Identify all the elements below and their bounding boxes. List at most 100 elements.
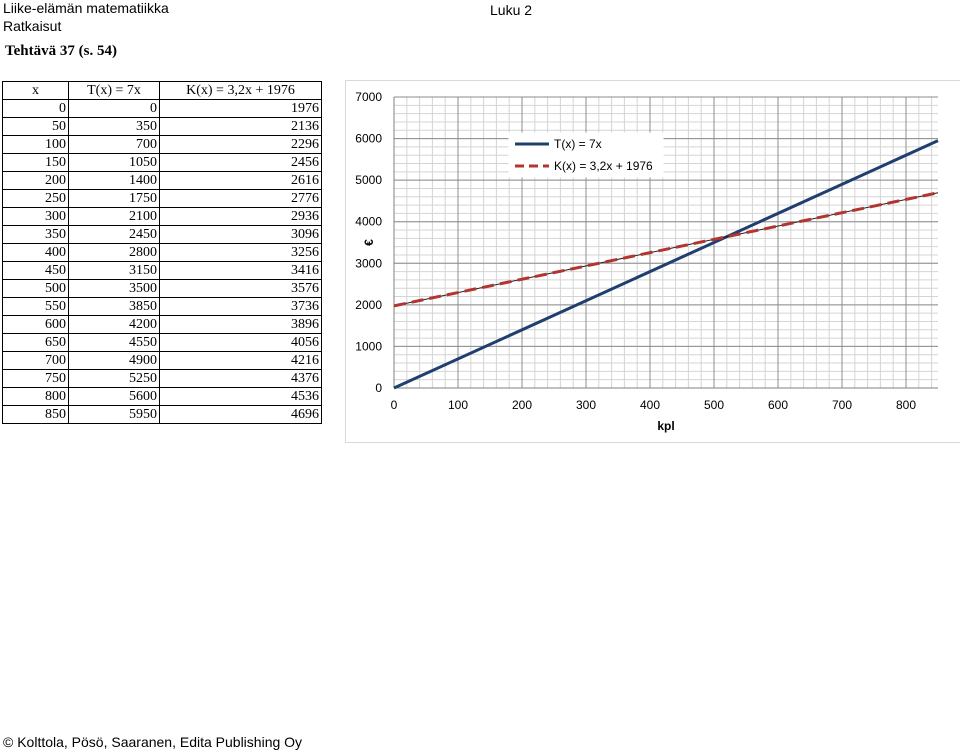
table-cell: 2616 [159, 171, 322, 190]
y-tick-label: 4000 [355, 215, 382, 229]
table-row: 700 4900 4216 [2, 351, 322, 370]
table-cell: 4900 [68, 351, 160, 370]
table-row: 350 2450 3096 [2, 225, 322, 244]
table-cell: 150 [2, 153, 69, 172]
table-cell: 0 [68, 99, 160, 118]
x-tick-label: 0 [391, 398, 398, 412]
table-row: 600 4200 3896 [2, 315, 322, 334]
document-title: Liike-elämän matematiikka [3, 0, 169, 16]
table-cell: 5600 [68, 387, 160, 406]
y-tick-label: 6000 [355, 132, 382, 146]
table-cell: 3850 [68, 297, 160, 316]
table-row: 100 700 2296 [2, 135, 322, 154]
table-row: 400 2800 3256 [2, 243, 322, 262]
table-cell: 850 [2, 405, 69, 424]
table-row: 550 3850 3736 [2, 297, 322, 316]
table-cell: 4536 [159, 387, 322, 406]
table-cell: 750 [2, 369, 69, 388]
table-row: 50 350 2136 [2, 117, 322, 136]
copyright-footer: © Kolttola, Pösö, Saaranen, Edita Publis… [3, 734, 303, 750]
table-cell: 300 [2, 207, 69, 226]
table-row: 450 3150 3416 [2, 261, 322, 280]
y-tick-label: 1000 [355, 339, 382, 353]
table-cell: 3256 [159, 243, 322, 262]
x-tick-label: 200 [512, 398, 532, 412]
table-cell: 4216 [159, 351, 322, 370]
table-cell: 4550 [68, 333, 160, 352]
table-cell: 1976 [159, 99, 322, 118]
table-cell: 200 [2, 171, 69, 190]
table-cell: 2100 [68, 207, 160, 226]
values-table: x T(x) = 7x K(x) = 3,2x + 1976 0 0 1976 50 3… [2, 81, 322, 424]
table-cell: 3096 [159, 225, 322, 244]
table-cell: 3576 [159, 279, 322, 298]
table-row: 250 1750 2776 [2, 189, 322, 208]
table-header-row: x T(x) = 7x K(x) = 3,2x + 1976 [2, 81, 322, 100]
document-subtitle: Ratkaisut [3, 18, 62, 34]
y-tick-label: 3000 [355, 256, 382, 270]
table-row: 500 3500 3576 [2, 279, 322, 298]
column-header-k: K(x) = 3,2x + 1976 [159, 81, 322, 100]
table-cell: 2136 [159, 117, 322, 136]
table-cell: 500 [2, 279, 69, 298]
y-axis-title: € [362, 239, 376, 246]
table-row: 750 5250 4376 [2, 369, 322, 388]
x-tick-label: 500 [704, 398, 724, 412]
table-cell: 350 [2, 225, 69, 244]
x-tick-label: 700 [832, 398, 852, 412]
table-cell: 3500 [68, 279, 160, 298]
table-cell: 4376 [159, 369, 322, 388]
column-header-t: T(x) = 7x [68, 81, 160, 100]
table-cell: 450 [2, 261, 69, 280]
legend-label-2: K(x) = 3,2x + 1976 [554, 159, 653, 173]
table-cell: 3736 [159, 297, 322, 316]
x-tick-label: 800 [896, 398, 916, 412]
table-cell: 1050 [68, 153, 160, 172]
table-row: 200 1400 2616 [2, 171, 322, 190]
series-line-2 [393, 191, 939, 308]
table-cell: 1750 [68, 189, 160, 208]
chapter-label: Luku 2 [490, 2, 533, 18]
table-cell: 2296 [159, 135, 322, 154]
table-cell: 250 [2, 189, 69, 208]
x-tick-label: 300 [576, 398, 596, 412]
table-cell: 3150 [68, 261, 160, 280]
table-cell: 550 [2, 297, 69, 316]
table-cell: 2800 [68, 243, 160, 262]
table-row: 650 4550 4056 [2, 333, 322, 352]
x-tick-label: 400 [640, 398, 660, 412]
table-cell: 800 [2, 387, 69, 406]
table-cell: 350 [68, 117, 160, 136]
table-row: 850 5950 4696 [2, 405, 322, 424]
y-tick-label: 0 [375, 381, 382, 395]
x-axis-title: kpl [657, 419, 674, 433]
table-row: 150 1050 2456 [2, 153, 322, 172]
table-cell: 700 [68, 135, 160, 154]
legend-label-1: T(x) = 7x [554, 137, 602, 151]
table-cell: 700 [2, 351, 69, 370]
series-line-1 [393, 139, 939, 390]
x-tick-label: 100 [448, 398, 468, 412]
table-cell: 3896 [159, 315, 322, 334]
table-cell: 0 [2, 99, 69, 118]
table-cell: 400 [2, 243, 69, 262]
table-cell: 2456 [159, 153, 322, 172]
y-tick-label: 5000 [355, 173, 382, 187]
table-cell: 2936 [159, 207, 322, 226]
table-cell: 600 [2, 315, 69, 334]
column-header-x: x [2, 81, 69, 100]
x-tick-label: 600 [768, 398, 788, 412]
table-cell: 3416 [159, 261, 322, 280]
table-cell: 50 [2, 117, 69, 136]
table-cell: 650 [2, 333, 69, 352]
table-cell: 100 [2, 135, 69, 154]
table-row: 0 0 1976 [2, 99, 322, 118]
table-cell: 2450 [68, 225, 160, 244]
table-row: 300 2100 2936 [2, 207, 322, 226]
table-cell: 1400 [68, 171, 160, 190]
task-title: Tehtävä 37 (s. 54) [5, 43, 117, 59]
table-cell: 4200 [68, 315, 160, 334]
table-cell: 5950 [68, 405, 160, 424]
y-tick-label: 2000 [355, 298, 382, 312]
line-chart: 0 1000 2000 3000 4000 5000 6000 7000 0 100 200 300 4… [345, 80, 960, 443]
